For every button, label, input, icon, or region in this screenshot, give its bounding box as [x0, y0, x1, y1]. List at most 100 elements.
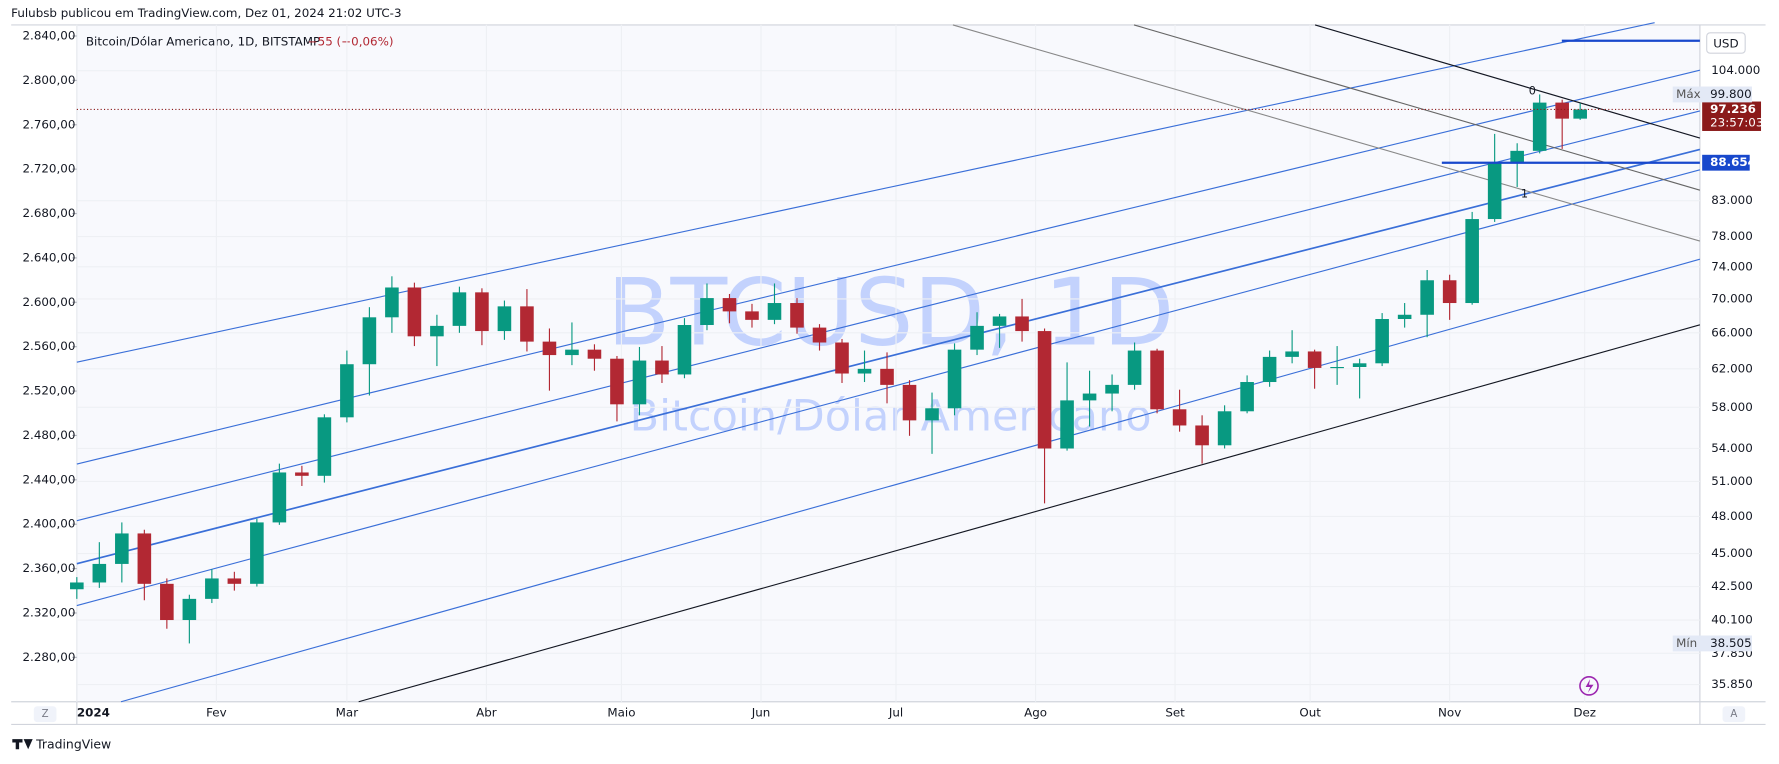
candle-body	[497, 306, 512, 332]
candle-body	[1573, 109, 1587, 119]
candle-body	[542, 341, 557, 356]
candle-body	[610, 358, 624, 405]
publisher: Fulubsb publicou em TradingView.com, Dez…	[11, 6, 401, 20]
y-tick-label: 78.000	[1711, 229, 1753, 243]
fib-line	[952, 24, 1701, 242]
candle-body	[1510, 150, 1524, 164]
alert-icon[interactable]	[1585, 679, 1594, 693]
drawings	[76, 22, 1701, 703]
candle-body	[1285, 351, 1299, 357]
button-label[interactable]: Z	[42, 709, 49, 720]
y2-tick-label: 2.480,00	[23, 428, 76, 442]
level-label: 88.654	[1710, 155, 1756, 169]
x-tick-label: Ago	[1024, 706, 1047, 720]
y-tick-label: 66.000	[1711, 325, 1753, 339]
candle-body	[182, 598, 197, 621]
currency[interactable]: USD	[1713, 37, 1738, 51]
y-tick-label: 74.000	[1711, 259, 1753, 273]
candle-body	[587, 349, 602, 359]
x-tick-label: Out	[1299, 706, 1321, 720]
candle-body	[632, 360, 647, 405]
marker-name: Máx	[1676, 87, 1701, 101]
candle-body	[520, 306, 534, 342]
candle-body	[1307, 351, 1322, 368]
candle-body	[1420, 280, 1434, 315]
candle-body	[767, 303, 782, 320]
marker-label: 99.800	[1710, 87, 1752, 101]
button[interactable]	[33, 706, 57, 723]
x-tick-label: Maio	[607, 706, 635, 720]
candle-body	[452, 292, 467, 326]
candle-body	[250, 522, 264, 584]
button-label[interactable]: A	[1730, 709, 1737, 720]
candle-body	[902, 384, 917, 421]
y2-tick-label: 2.600,00	[23, 295, 76, 309]
channel-line	[76, 110, 1701, 522]
marker-name: Mín	[1676, 636, 1697, 650]
candle-body	[970, 325, 984, 350]
candle-body	[92, 563, 107, 583]
y2-tick-label: 2.280,00	[23, 650, 76, 664]
candle-body	[115, 533, 129, 564]
x-tick-label: Jul	[888, 706, 903, 720]
y2-tick-label: 2.320,00	[23, 605, 76, 619]
x-tick-label: Nov	[1438, 706, 1461, 720]
candle-body	[430, 325, 444, 337]
brand: TradingView	[35, 736, 111, 751]
y2-tick-label: 2.640,00	[23, 250, 76, 264]
candle-body	[947, 349, 962, 409]
candle-body	[1082, 393, 1097, 401]
candle-body	[1060, 400, 1074, 449]
channel-line	[76, 169, 1701, 607]
candle-body	[835, 342, 849, 374]
candle-body	[137, 533, 152, 584]
marker-box	[1672, 635, 1752, 652]
candle-body	[1352, 363, 1367, 367]
channel-line	[120, 258, 1701, 703]
candle-body	[1532, 102, 1547, 151]
candle-body	[925, 408, 939, 421]
alert-icon[interactable]	[1579, 676, 1599, 696]
x-tick-label: Dez	[1573, 706, 1596, 720]
candle-body	[1150, 350, 1164, 410]
fib-line	[1314, 24, 1701, 139]
x-tick-label: 2024	[77, 706, 110, 720]
y-tick-label: 83.000	[1711, 193, 1753, 207]
candle-body	[880, 368, 894, 385]
fib-label: 0	[1529, 85, 1536, 98]
y-tick-label: 35.850	[1711, 677, 1753, 691]
candle-body	[745, 311, 759, 320]
y-tick-label: 58.000	[1711, 400, 1753, 414]
candle-body	[362, 317, 377, 365]
channel-line	[358, 324, 1701, 703]
candle-body	[160, 583, 174, 621]
y-tick-label: 42.500	[1711, 579, 1753, 593]
candle-body	[1217, 411, 1232, 446]
candle-body	[790, 303, 804, 328]
candle-body	[722, 298, 737, 312]
candle-body	[1442, 280, 1457, 304]
candle-body	[70, 582, 84, 590]
symbol-info: Bitcoin/Dólar Americano, 1D, BITSTAMP	[86, 34, 320, 48]
candle-body	[317, 417, 332, 476]
y2-tick-label: 2.760,00	[23, 117, 76, 131]
candle-body	[407, 287, 422, 337]
channel-line	[76, 22, 1655, 363]
y-tick-label: 70.000	[1711, 291, 1753, 305]
candle-body	[1240, 382, 1254, 412]
candle-body	[700, 298, 714, 326]
candle-body	[1172, 409, 1187, 426]
y-tick-label: 45.000	[1711, 546, 1753, 560]
x-tick-label: Set	[1165, 706, 1185, 720]
currency-box[interactable]	[1706, 32, 1746, 54]
candle-body	[340, 364, 354, 418]
y2-tick-label: 2.520,00	[23, 384, 76, 398]
candle-body	[205, 578, 219, 599]
y2-tick-label: 2.840,00	[23, 28, 76, 42]
button[interactable]	[1722, 706, 1746, 723]
candle-body	[655, 360, 669, 375]
candle-body	[1487, 163, 1502, 220]
candle-body	[1375, 319, 1389, 364]
